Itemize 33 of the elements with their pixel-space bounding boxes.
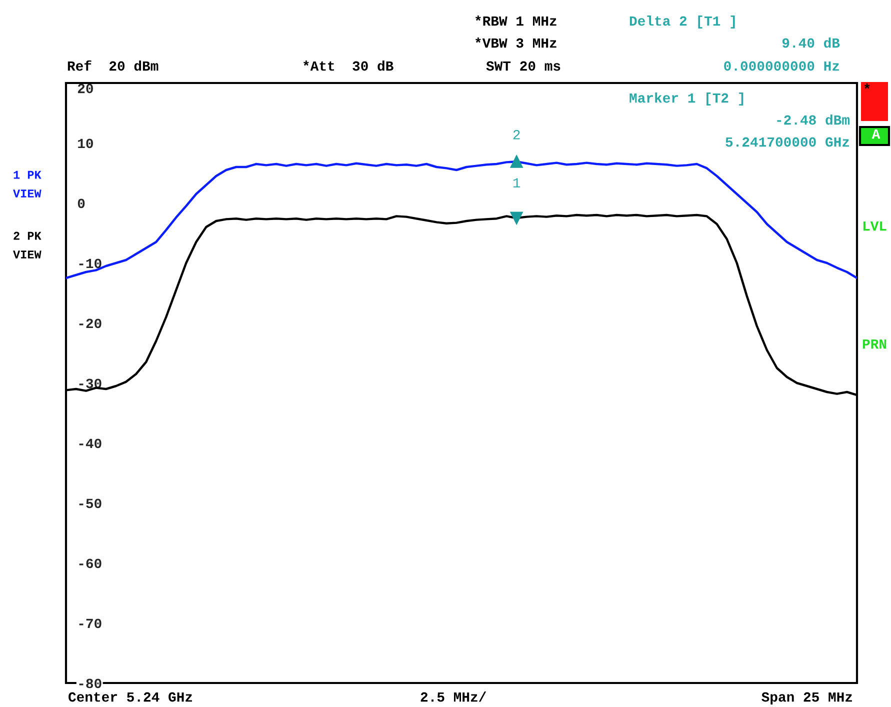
text: 1 PK VIEW	[13, 170, 42, 198]
text: Delta 2 [T1 ]	[630, 16, 735, 28]
y-tick-label: -70	[79, 618, 102, 628]
y-tick-label: 0	[78, 198, 85, 208]
annotation: 5.241700000 GHz	[726, 137, 849, 147]
text: *Att 30 dB	[303, 60, 394, 71]
annotation: Marker 1 [T2 ]	[630, 92, 744, 106]
text: Ref 20 dBm	[68, 60, 158, 71]
text: 0.000000000 Hz	[724, 61, 839, 71]
text: LVL	[863, 221, 886, 231]
text: *RBW 1 MHz	[475, 16, 556, 26]
annotation: 1	[513, 178, 520, 188]
y-tick-label: 10	[78, 138, 93, 148]
text: SWT 20 ms	[486, 61, 560, 71]
annotation: 2	[513, 130, 520, 140]
text: A	[872, 129, 880, 139]
y-tick-label: -80	[79, 678, 102, 688]
annotation: -2.48 dBm	[777, 114, 850, 125]
text: *VBW 3 MHz	[475, 38, 556, 48]
y-tick-label: -10	[79, 258, 102, 268]
text: 2 PK VIEW	[13, 232, 42, 258]
y-tick-label: -60	[79, 558, 102, 568]
y-tick-label: -50	[79, 498, 102, 508]
y-tick-label: -40	[79, 438, 102, 448]
text: *	[864, 84, 870, 89]
text: PRN	[862, 339, 886, 349]
y-tick-label: -30	[79, 378, 102, 388]
y-tick-label: -20	[79, 318, 102, 328]
text: Center 5.24 GHz	[68, 692, 192, 702]
text: Span 25 MHz	[762, 692, 852, 704]
text: 9.40 dB	[782, 38, 840, 48]
text: 2.5 MHz/	[420, 692, 486, 702]
y-tick-label: 20	[78, 84, 93, 94]
